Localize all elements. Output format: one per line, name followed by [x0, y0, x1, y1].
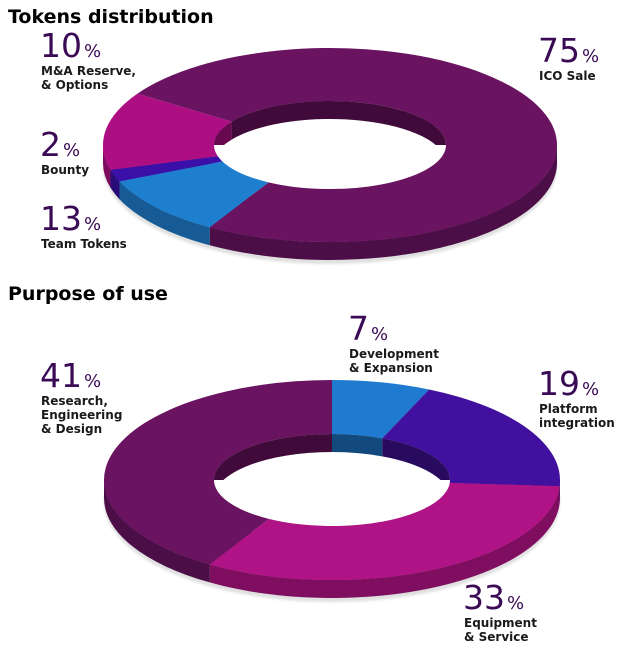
- slice-percent: 75%: [538, 31, 599, 70]
- percent-unit: %: [84, 214, 101, 235]
- slice-label-line: & Service: [464, 630, 529, 644]
- slice-label-line: ICO Sale: [539, 69, 596, 83]
- slice-label-bounty: 2 %Bounty: [40, 125, 89, 177]
- slice-label-equipment-service: 33 %Equipment& Service: [463, 578, 537, 644]
- slice-side-bounty: [110, 169, 120, 200]
- percent-unit: %: [507, 593, 524, 614]
- slice-label-m-a-reserve-options: 10 %M&A Reserve,& Options: [40, 26, 136, 92]
- slice-percent: 7%: [348, 309, 388, 348]
- percent-unit: %: [582, 46, 599, 67]
- slice-label-line: & Design: [41, 422, 102, 436]
- slice-side-equipment-service: [209, 486, 560, 599]
- slice-label-line: & Expansion: [349, 361, 433, 375]
- slice-side-ico-sale: [209, 145, 558, 260]
- chart-title: Tokens distribution: [8, 6, 214, 28]
- slice-label-line: Team Tokens: [41, 237, 127, 251]
- slice-label-line: Engineering: [41, 408, 122, 422]
- percent-unit: %: [84, 41, 101, 62]
- percent-value: 10: [40, 26, 82, 65]
- donut-tokens: [102, 47, 558, 264]
- slice-label-line: M&A Reserve,: [41, 64, 136, 78]
- slice-percent: 10%: [40, 26, 101, 65]
- percent-value: 33: [463, 578, 505, 617]
- percent-value: 19: [538, 364, 580, 403]
- percent-value: 75: [538, 31, 580, 70]
- slice-inner-wall-development-expansion: [332, 434, 383, 457]
- percent-value: 2: [40, 125, 61, 164]
- slice-inner-wall-team-tokens: [214, 121, 232, 163]
- slice-side-m-a-reserve-options: [119, 181, 210, 246]
- slice-percent: 19%: [538, 364, 599, 403]
- slice-label-line: Bounty: [41, 163, 89, 177]
- slice-label-ico-sale: 75 %ICO Sale: [538, 31, 599, 83]
- slice-percent: 2%: [40, 125, 80, 164]
- slice-front-bounty: [110, 156, 223, 182]
- slice-label-research-engineering-design: 41 %Research,Engineering& Design: [40, 356, 122, 436]
- percent-unit: %: [63, 140, 80, 161]
- slice-platform-integration: [382, 389, 560, 487]
- slice-front-equipment-service: [209, 482, 560, 580]
- slice-front-m-a-reserve-options: [119, 161, 269, 228]
- percent-unit: %: [582, 379, 599, 400]
- donut-purpose-labels: 7 %Development& Expansion 19 %Platforminteg…: [40, 309, 615, 644]
- slice-side-research-engineering-design: [103, 480, 210, 583]
- percent-value: 41: [40, 356, 82, 395]
- slice-label-line: Research,: [41, 394, 108, 408]
- slice-inner-wall-research-engineering-design: [214, 434, 332, 498]
- purpose-of-use-chart: Purpose of use 7 %Development& Expansion 1…: [8, 283, 615, 644]
- slice-label-line: & Options: [41, 78, 108, 92]
- slice-label-development-expansion: 7 %Development& Expansion: [348, 309, 439, 375]
- slice-label-line: Development: [349, 347, 439, 361]
- slice-side-team-tokens: [103, 145, 111, 188]
- slice-label-team-tokens: 13 %Team Tokens: [40, 199, 127, 251]
- percent-value: 7: [348, 309, 369, 348]
- slice-front-platform-integration: [449, 480, 560, 487]
- slice-development-expansion: [332, 380, 430, 439]
- percent-unit: %: [371, 324, 388, 345]
- slice-label-line: integration: [539, 416, 615, 430]
- percent-value: 13: [40, 199, 82, 238]
- slice-front-ico-sale: [209, 145, 558, 242]
- percent-unit: %: [84, 371, 101, 392]
- slice-percent: 33%: [463, 578, 524, 617]
- slice-percent: 41%: [40, 356, 101, 395]
- chart-title: Purpose of use: [8, 283, 168, 305]
- donut-purpose: [103, 379, 560, 602]
- slice-inner-wall-ico-sale: [231, 100, 446, 163]
- slice-label-line: Platform: [539, 402, 598, 416]
- slice-percent: 13%: [40, 199, 101, 238]
- slice-inner-wall-platform-integration: [382, 438, 450, 498]
- slice-front-team-tokens: [103, 145, 218, 170]
- slice-front-research-engineering-design: [103, 480, 269, 565]
- slice-label-line: Equipment: [464, 616, 537, 630]
